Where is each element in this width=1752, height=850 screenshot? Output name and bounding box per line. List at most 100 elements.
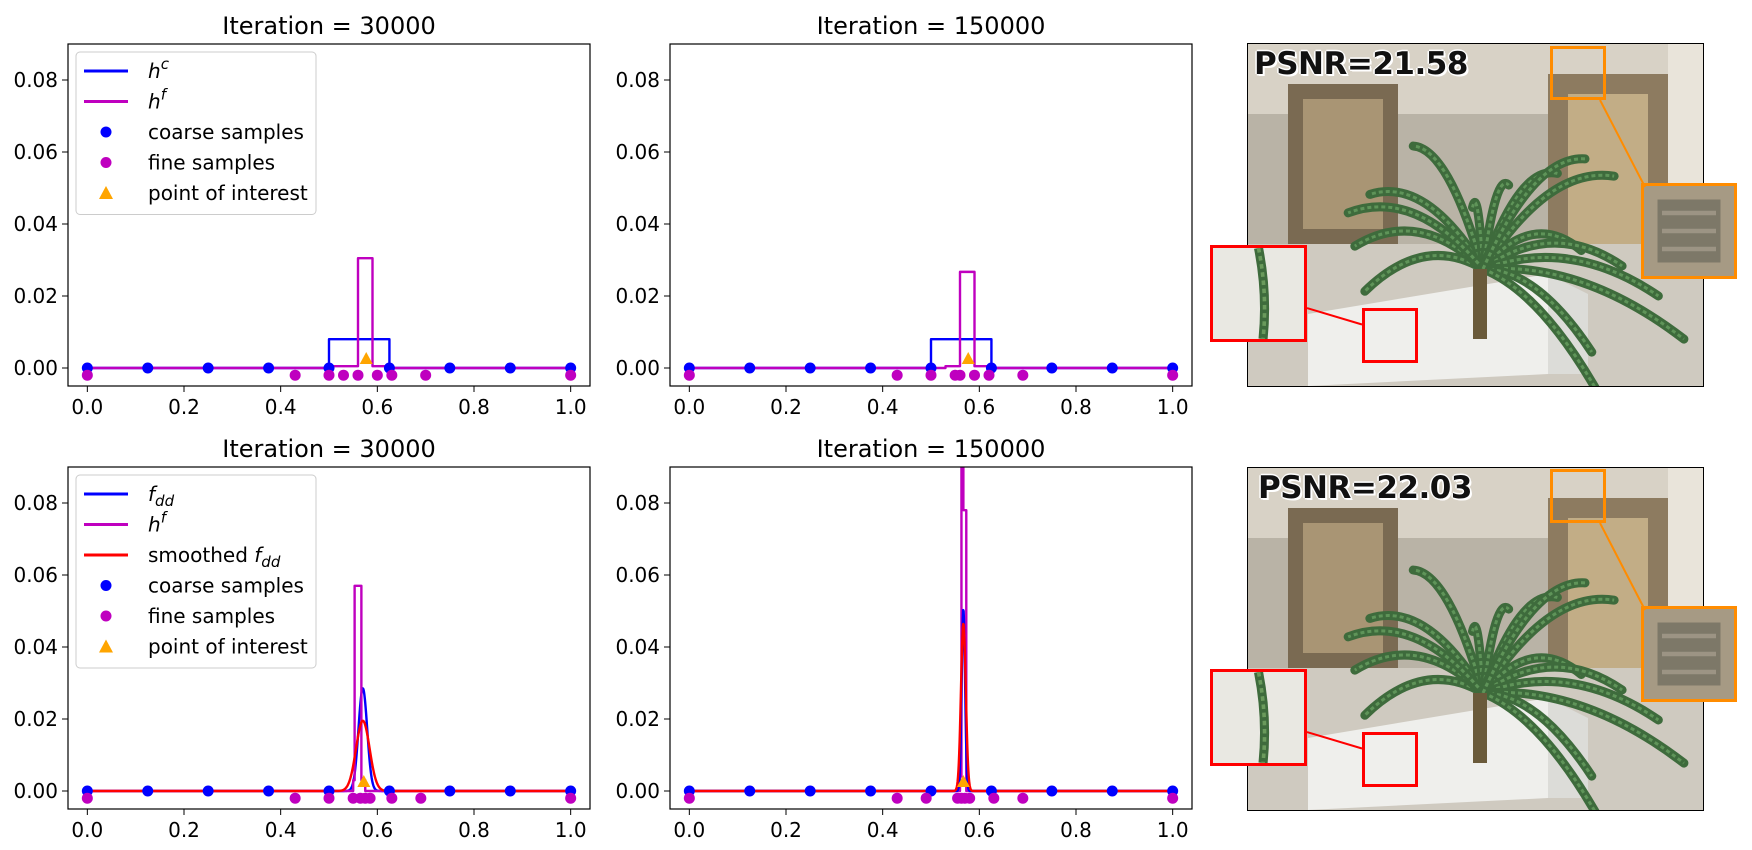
coarse-sample-point [263,362,275,374]
coarse-sample-point [804,362,816,374]
x-tick-label: 1.0 [555,395,587,419]
legend-label: hf [148,86,169,114]
x-tick-label: 0.4 [867,395,899,419]
x-tick-label: 0.8 [458,818,490,842]
chart-title: Iteration = 30000 [222,12,436,40]
coarse-sample-point [865,785,877,797]
zoom-inset-fern [1210,669,1307,766]
fine-sample-point [1167,369,1179,381]
fine-sample-point [925,369,937,381]
plot-frame [67,466,591,810]
x-tick-label: 0.8 [1060,395,1092,419]
series-line-smoothed-f-dd [86,719,572,793]
chart-panel-2: Iteration = 150000 0.0 0.2 0.4 0.6 0.8 1.0 0.00… [615,12,1193,419]
legend-marker-fine [100,157,112,168]
coarse-sample-point [444,362,456,374]
fine-sample-point [891,792,903,804]
point-of-interest-marker [961,352,975,364]
fine-sample-point [386,369,398,381]
x-tick-label: 0.6 [361,818,393,842]
x-tick-label: 1.0 [1157,818,1189,842]
fine-sample-point [1017,792,1029,804]
legend-marker-poi [99,639,113,653]
point-of-interest-marker [357,775,371,787]
fine-sample-point [565,369,577,381]
y-tick-label: 0.02 [615,284,660,308]
fine-sample-point [289,792,301,804]
x-tick-label: 0.6 [361,395,393,419]
y-tick-label: 0.04 [13,212,58,236]
fine-sample-point [323,792,335,804]
plot-frame [669,43,1193,387]
fine-sample-point [323,369,335,381]
point-of-interest-marker [956,775,970,787]
legend-label: point of interest [148,635,308,659]
plot-frame [67,43,591,387]
fine-sample-point [1017,369,1029,381]
series-line-h-f [689,467,1173,793]
chart-title: Iteration = 150000 [817,435,1046,463]
zoom-inset-wall [1641,183,1737,279]
x-tick-label: 0.6 [963,818,995,842]
fine-sample-point [565,792,577,804]
y-tick-label: 0.04 [615,635,660,659]
fine-sample-point [983,369,995,381]
plant-scene-image [1248,468,1703,810]
x-tick-label: 0.2 [168,818,200,842]
legend-marker-poi [99,186,113,199]
fine-sample-point [683,792,695,804]
fine-sample-point [81,792,93,804]
legend-marker-coarse [100,580,112,591]
plot-area [81,257,577,381]
coarse-sample-point [263,785,275,797]
coarse-sample-point [865,362,877,374]
coarse-sample-point [142,785,154,797]
zoom-source-box-fern [1362,732,1418,787]
chart-panel-3: Iteration = 30000 0.0 0.2 0.4 0.6 0.8 1.0 0.00 0… [13,435,591,842]
legend-label: fine samples [148,604,275,628]
legend-label: coarse samples [148,574,304,598]
x-tick-label: 1.0 [1157,395,1189,419]
legend-box [75,474,317,669]
fine-sample-point [289,369,301,381]
legend-label: hc [148,55,170,83]
x-tick-label: 0.2 [770,818,802,842]
fine-sample-point [988,792,1000,804]
fine-sample-point [352,369,364,381]
zoom-inset-fern [1210,245,1307,342]
x-tick-label: 0.8 [1060,818,1092,842]
fine-sample-point [891,369,903,381]
coarse-sample-point [504,362,516,374]
x-tick-label: 0.2 [168,395,200,419]
fine-sample-point [1167,792,1179,804]
y-tick-label: 0.00 [13,779,58,803]
coarse-sample-point [1046,362,1058,374]
y-tick-label: 0.00 [615,356,660,380]
x-tick-label: 1.0 [555,818,587,842]
x-tick-label: 0.0 [71,395,103,419]
zoom-source-box-wall [1550,469,1606,523]
psnr-label: PSNR=21.58 [1254,46,1468,82]
coarse-sample-point [202,362,214,374]
series-line-f-dd [688,608,1174,793]
legend-label: hf [148,509,169,537]
legend-label: fine samples [148,151,275,175]
point-of-interest-marker [359,352,373,364]
fine-sample-point [920,792,932,804]
coarse-sample-point [744,785,756,797]
y-tick-label: 0.02 [13,707,58,731]
fine-sample-point [683,369,695,381]
plot-area [683,467,1179,804]
fine-sample-point [415,792,427,804]
plot-area [81,584,577,804]
chart-title: Iteration = 30000 [222,435,436,463]
y-tick-label: 0.00 [13,356,58,380]
y-tick-label: 0.06 [13,563,58,587]
x-tick-label: 0.8 [458,395,490,419]
coarse-sample-point [444,785,456,797]
coarse-sample-point [504,785,516,797]
coarse-sample-point [804,785,816,797]
plot-area [683,270,1179,381]
